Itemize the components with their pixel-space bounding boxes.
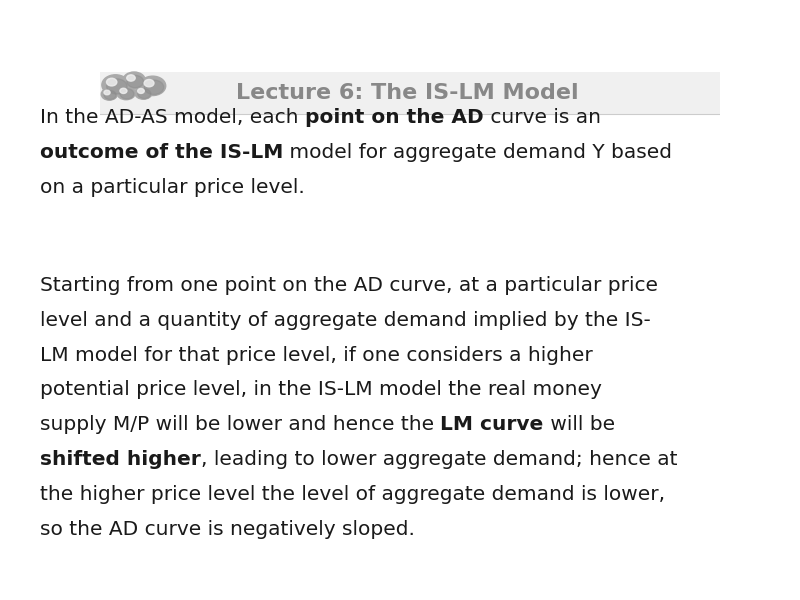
Text: the higher price level the level of aggregate demand is lower,: the higher price level the level of aggr…: [40, 485, 665, 504]
Text: LM curve: LM curve: [441, 415, 544, 434]
FancyBboxPatch shape: [100, 72, 720, 113]
Text: , leading to lower aggregate demand; hence at: , leading to lower aggregate demand; hen…: [201, 450, 678, 469]
Circle shape: [117, 86, 135, 100]
Circle shape: [106, 78, 117, 86]
Circle shape: [102, 88, 118, 100]
Circle shape: [120, 89, 134, 99]
Circle shape: [127, 76, 143, 88]
Text: supply M/P will be lower and hence the: supply M/P will be lower and hence the: [40, 415, 441, 434]
Circle shape: [144, 80, 164, 95]
Text: on a particular price level.: on a particular price level.: [40, 178, 305, 197]
Text: curve is an: curve is an: [483, 108, 601, 127]
Text: will be: will be: [544, 415, 615, 434]
Circle shape: [123, 72, 146, 89]
Text: model for aggregate demand Y based: model for aggregate demand Y based: [283, 143, 672, 162]
Text: so the AD curve is negatively sloped.: so the AD curve is negatively sloped.: [40, 520, 415, 539]
Text: shifted higher: shifted higher: [40, 450, 201, 469]
Text: Lecture 6: The IS-LM Model: Lecture 6: The IS-LM Model: [237, 83, 579, 103]
Circle shape: [138, 89, 150, 98]
Circle shape: [106, 79, 127, 94]
Text: outcome of the IS-LM: outcome of the IS-LM: [40, 143, 283, 162]
Circle shape: [138, 89, 144, 94]
Circle shape: [120, 88, 127, 94]
Circle shape: [126, 75, 135, 81]
Circle shape: [104, 91, 116, 100]
Text: level and a quantity of aggregate demand implied by the IS-: level and a quantity of aggregate demand…: [40, 311, 650, 330]
Circle shape: [134, 86, 152, 99]
Text: potential price level, in the IS-LM model the real money: potential price level, in the IS-LM mode…: [40, 380, 602, 400]
Circle shape: [144, 79, 154, 87]
Circle shape: [104, 90, 110, 95]
Text: In the AD-AS model, each: In the AD-AS model, each: [40, 108, 305, 127]
Text: Starting from one point on the AD curve, at a particular price: Starting from one point on the AD curve,…: [40, 276, 658, 295]
Text: point on the AD: point on the AD: [305, 108, 483, 127]
Circle shape: [140, 76, 166, 95]
Text: LM model for that price level, if one considers a higher: LM model for that price level, if one co…: [40, 346, 593, 365]
Circle shape: [102, 75, 129, 95]
